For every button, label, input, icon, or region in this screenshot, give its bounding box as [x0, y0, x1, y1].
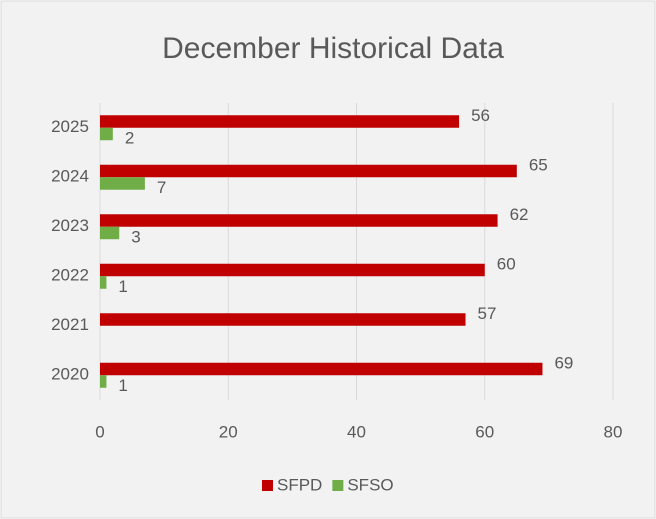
legend-swatch [332, 480, 344, 491]
data-label: 57 [478, 304, 497, 323]
bar [100, 115, 460, 128]
data-label: 69 [554, 353, 573, 372]
x-tick-label: 40 [347, 422, 366, 441]
data-label: 3 [131, 227, 140, 246]
legend-swatch [262, 480, 273, 491]
data-label: 56 [471, 106, 490, 125]
data-label: 65 [529, 155, 548, 174]
bar [100, 214, 498, 227]
bar [100, 226, 120, 240]
y-tick-label: 2021 [51, 315, 89, 334]
data-label: 60 [497, 254, 516, 273]
data-label: 2 [125, 128, 134, 147]
bar [100, 263, 485, 277]
y-tick-label: 2020 [51, 365, 89, 384]
data-label: 1 [118, 277, 127, 296]
chart-title: December Historical Data [162, 32, 504, 65]
bar [100, 127, 113, 141]
y-tick-label: 2024 [51, 167, 89, 186]
y-tick-label: 2025 [51, 117, 89, 136]
x-tick-label: 0 [95, 422, 104, 441]
legend-label: SFPD [277, 475, 322, 494]
bar [100, 313, 466, 326]
x-tick-label: 60 [475, 422, 494, 441]
bar [100, 276, 107, 289]
y-tick-label: 2022 [51, 266, 89, 285]
x-tick-label: 20 [219, 422, 238, 441]
data-label: 7 [157, 178, 166, 197]
bar [100, 362, 543, 376]
x-tick-label: 80 [604, 422, 623, 441]
data-label: 62 [510, 205, 529, 224]
bar [100, 375, 107, 388]
bar [100, 177, 145, 190]
bar [100, 164, 517, 178]
data-label: 1 [118, 376, 127, 395]
legend-label: SFSO [347, 475, 393, 494]
y-tick-label: 2023 [51, 216, 89, 235]
